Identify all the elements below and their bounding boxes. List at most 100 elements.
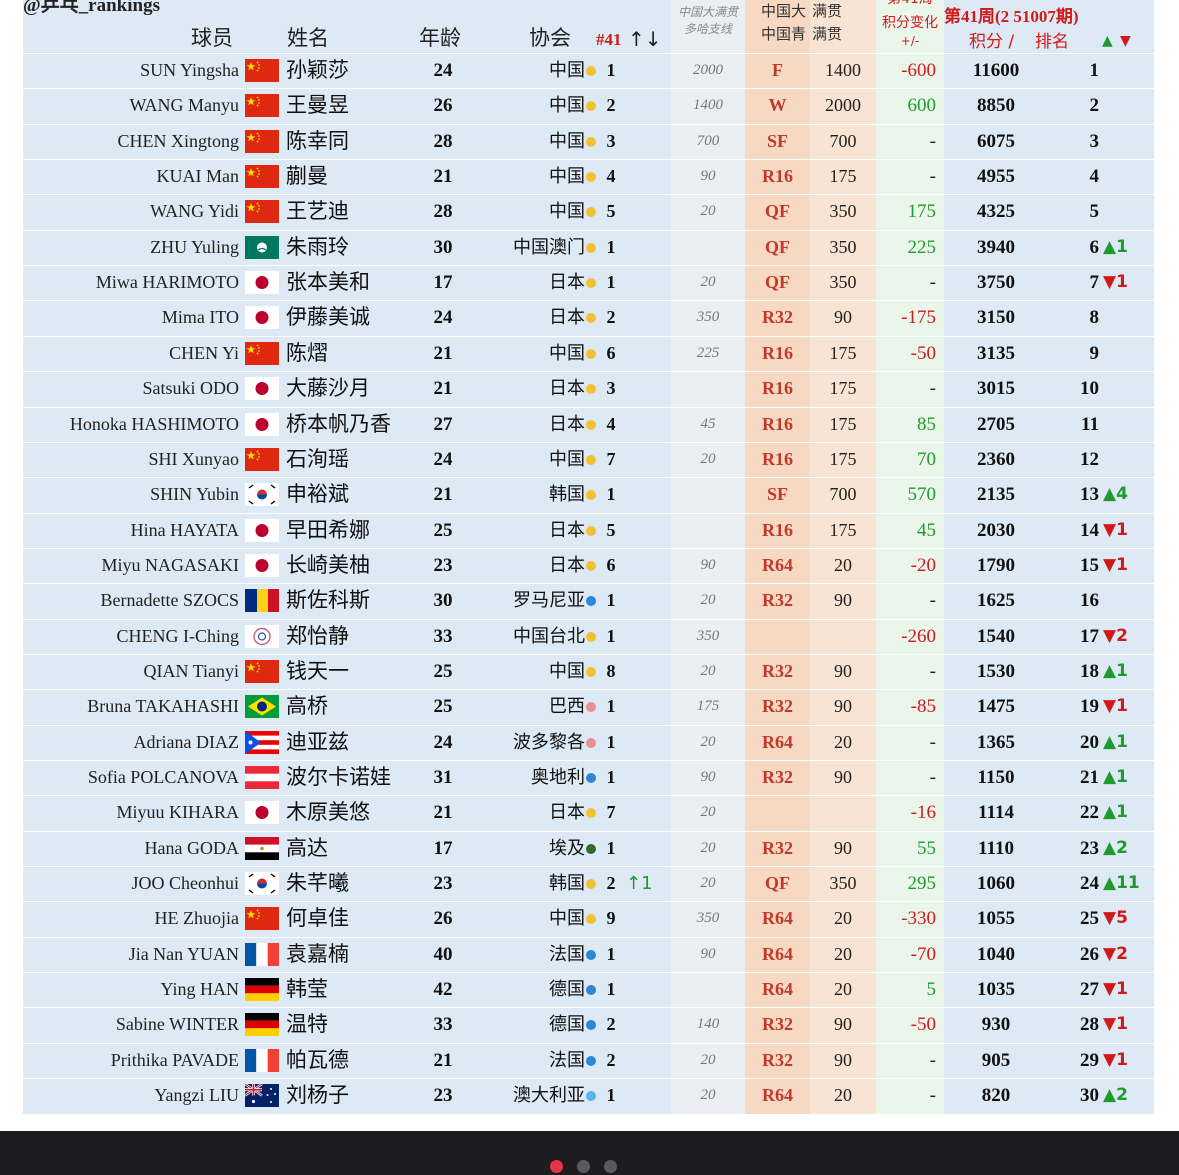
reference-points: 90 bbox=[700, 769, 716, 785]
rank-movement: ▲1 bbox=[1103, 732, 1128, 752]
player-english-name: SHIN Yubin bbox=[150, 484, 239, 504]
association-dot-icon bbox=[586, 349, 596, 359]
header-player: 球员 bbox=[191, 26, 233, 50]
slam-points: 20 bbox=[834, 1085, 852, 1105]
points-change: 570 bbox=[907, 484, 937, 505]
table-row[interactable]: CHENG I-Ching 郑怡静 33 中国台北 1 350 -260 1540 17 ▼2 bbox=[23, 619, 1154, 654]
table-row[interactable]: Miyu NAGASAKI 长崎美柚 23 日本 6 90 R64 20 -20 1790 15 ▼1 bbox=[23, 548, 1154, 583]
table-row[interactable]: JOO Cheonhui 朱芊曦 23 韩国 2 ↑1 20 QF 350 295 1060 24 ▲1… bbox=[23, 866, 1154, 901]
table-row[interactable]: Yangzi LIU 刘杨子 23 澳大利亚 1 20 R64 20 - 820 30 ▲2 bbox=[23, 1078, 1154, 1113]
rank-movement: ▼1 bbox=[1103, 272, 1128, 292]
page-dot[interactable] bbox=[604, 1160, 617, 1173]
account-handle: @乒乓_rankings bbox=[23, 0, 160, 16]
table-row[interactable]: HE Zhuojia 何卓佳 26 中国 9 350 R64 20 -330 1055 25 ▼5 bbox=[23, 901, 1154, 936]
table-row[interactable]: Mima ITO 伊藤美诚 24 日本 2 350 R32 90 -175 3150 8 bbox=[23, 300, 1154, 335]
slam-points: 350 bbox=[829, 201, 857, 221]
points-change: - bbox=[929, 1085, 936, 1106]
total-points: 1530 bbox=[977, 661, 1015, 682]
header-grand-line2: 中国青 bbox=[761, 25, 807, 43]
association-name: 韩国 bbox=[549, 873, 585, 894]
player-english-name: WANG Manyu bbox=[129, 95, 240, 115]
table-row[interactable]: WANG Yidi 王艺迪 28 中国 5 20 QF 350 175 4325 5 bbox=[23, 194, 1154, 229]
world-rank: 20 bbox=[1080, 732, 1099, 753]
reference-points: 20 bbox=[700, 451, 716, 467]
reference-points: 20 bbox=[700, 840, 716, 856]
japan-flag-icon bbox=[245, 413, 279, 436]
world-rank: 3 bbox=[1089, 131, 1100, 152]
slam-result: R32 bbox=[762, 1050, 793, 1070]
header-change-line1: 第41周 bbox=[876, 0, 944, 8]
player-chinese-name: 早田希娜 bbox=[286, 518, 370, 542]
world-rank: 13 bbox=[1080, 484, 1099, 505]
points-change: -20 bbox=[910, 555, 936, 576]
association-dot-icon bbox=[586, 455, 596, 465]
reference-points: 20 bbox=[700, 1052, 716, 1068]
slam-points: 90 bbox=[834, 838, 852, 858]
sort-arrows-icon[interactable]: ↑↓ bbox=[628, 27, 662, 51]
china-flag-icon bbox=[245, 660, 279, 683]
points-change: - bbox=[929, 378, 936, 399]
table-row[interactable]: Sofia POLCANOVA 波尔卡诺娃 31 奥地利 1 90 R32 90 - 1150 21… bbox=[23, 760, 1154, 795]
rank-movement: ▲1 bbox=[1103, 661, 1128, 681]
world-rank: 12 bbox=[1080, 449, 1099, 470]
table-row[interactable]: Satsuki ODO 大藤沙月 21 日本 3 R16 175 - 3015 10 bbox=[23, 371, 1154, 406]
association-rank: 1 bbox=[606, 944, 616, 964]
table-row[interactable]: SHI Xunyao 石洵瑶 24 中国 7 20 R16 175 70 2360 12 bbox=[23, 442, 1154, 477]
row-separator bbox=[23, 159, 1154, 160]
slam-result: R32 bbox=[762, 661, 793, 681]
table-row[interactable]: Miwa HARIMOTO 张本美和 17 日本 1 20 QF 350 - 3750 7 ▼1 bbox=[23, 265, 1154, 300]
table-row[interactable]: Prithika PAVADE 帕瓦德 21 法国 2 20 R32 90 - 905 29 ▼1 bbox=[23, 1043, 1154, 1078]
table-row[interactable]: Hina HAYATA 早田希娜 25 日本 5 R16 175 45 2030 14 ▼1 bbox=[23, 513, 1154, 548]
player-age: 33 bbox=[433, 1014, 453, 1035]
association-name: 中国 bbox=[549, 95, 585, 116]
table-row[interactable]: CHEN Yi 陈熠 21 中国 6 225 R16 175 -50 3135 9 bbox=[23, 336, 1154, 371]
association-dot-icon bbox=[586, 526, 596, 536]
table-row[interactable]: Jia Nan YUAN 袁嘉楠 40 法国 1 90 R64 20 -70 1040 26 ▼2 bbox=[23, 937, 1154, 972]
points-change: -330 bbox=[901, 908, 936, 929]
player-english-name: Miyu NAGASAKI bbox=[101, 555, 239, 575]
row-separator bbox=[23, 795, 1154, 796]
world-rank: 1 bbox=[1089, 60, 1100, 81]
world-rank: 14 bbox=[1080, 520, 1099, 541]
player-english-name: CHENG I-Ching bbox=[116, 626, 240, 646]
player-age: 26 bbox=[433, 908, 453, 929]
table-row[interactable]: ZHU Yuling 朱雨玲 30 中国澳门 1 QF 350 225 3940 6 ▲1 bbox=[23, 230, 1154, 265]
page-dot[interactable] bbox=[550, 1160, 563, 1173]
header-rank: 排名 bbox=[1035, 32, 1069, 52]
table-row[interactable]: Miyuu KIHARA 木原美悠 21 日本 7 20 -16 1114 22 ▲1 bbox=[23, 795, 1154, 830]
points-change: - bbox=[929, 767, 936, 788]
table-row[interactable]: Hana GODA 高达 17 埃及 1 20 R32 90 55 1110 23 ▲2 bbox=[23, 831, 1154, 866]
player-english-name: Bruna TAKAHASHI bbox=[87, 696, 239, 716]
table-row[interactable]: Sabine WINTER 温特 33 德国 2 140 R32 90 -50 930 28 ▼1 bbox=[23, 1007, 1154, 1042]
table-row[interactable]: Adriana DIAZ 迪亚兹 24 波多黎各 1 20 R64 20-1365 20 ▲1 bbox=[23, 725, 1154, 760]
slam-result: R64 bbox=[762, 979, 793, 999]
player-age: 21 bbox=[433, 378, 453, 399]
row-separator bbox=[23, 583, 1154, 584]
table-row[interactable]: WANG Manyu 王曼昱 26 中国 2 1400 W 2000 600 8850 2 bbox=[23, 88, 1154, 123]
points-change: 55 bbox=[917, 838, 936, 859]
slam-result: R32 bbox=[762, 767, 793, 787]
table-row[interactable]: Bernadette SZOCS 斯佐科斯 30 罗马尼亚 1 20 R32 90 - 1625 1… bbox=[23, 583, 1154, 618]
player-english-name: Prithika PAVADE bbox=[110, 1050, 239, 1070]
table-row[interactable]: QIAN Tianyi 钱天一 25 中国 8 20 R32 90 - 1530 18 ▲1 bbox=[23, 654, 1154, 689]
tpe-flag-icon bbox=[245, 625, 279, 648]
table-row[interactable]: Honoka HASHIMOTO 桥本帆乃香 27 日本 4 45 R16 175 85 2705… bbox=[23, 407, 1154, 442]
total-points: 3750 bbox=[977, 272, 1015, 293]
player-age: 28 bbox=[433, 201, 453, 222]
page-dot[interactable] bbox=[577, 1160, 590, 1173]
player-age: 17 bbox=[433, 838, 453, 859]
table-row[interactable]: KUAI Man 蒯曼 21 中国 4 90 R16 175 - 4955 4 bbox=[23, 159, 1154, 194]
association-dot-icon bbox=[586, 66, 596, 76]
table-row[interactable]: SUN Yingsha 孙颖莎 24 中国 1 2000 F 1400 -600 11600 1 bbox=[23, 53, 1154, 88]
table-row[interactable]: CHEN Xingtong 陈幸同 28 中国 3 700 SF 700 - 6075 3 bbox=[23, 124, 1154, 159]
slam-points: 20 bbox=[834, 732, 852, 752]
points-change: - bbox=[929, 590, 936, 611]
table-row[interactable]: Ying HAN 韩莹 42 德国 1 R64 20 5 1035 27 ▼1 bbox=[23, 972, 1154, 1007]
slam-result: R16 bbox=[762, 449, 793, 469]
reference-points: 350 bbox=[696, 628, 720, 644]
table-row[interactable]: Bruna TAKAHASHI 高桥 25 巴西 1 175 R32 90 -85 1475 19 ▼… bbox=[23, 689, 1154, 724]
china-flag-icon bbox=[245, 200, 279, 223]
table-row[interactable]: SHIN Yubin 申裕斌 21 韩国 1 SF 700 570 2135 13 ▲4 bbox=[23, 477, 1154, 512]
total-points: 11600 bbox=[972, 60, 1020, 81]
association-rank: 1 bbox=[606, 696, 616, 716]
